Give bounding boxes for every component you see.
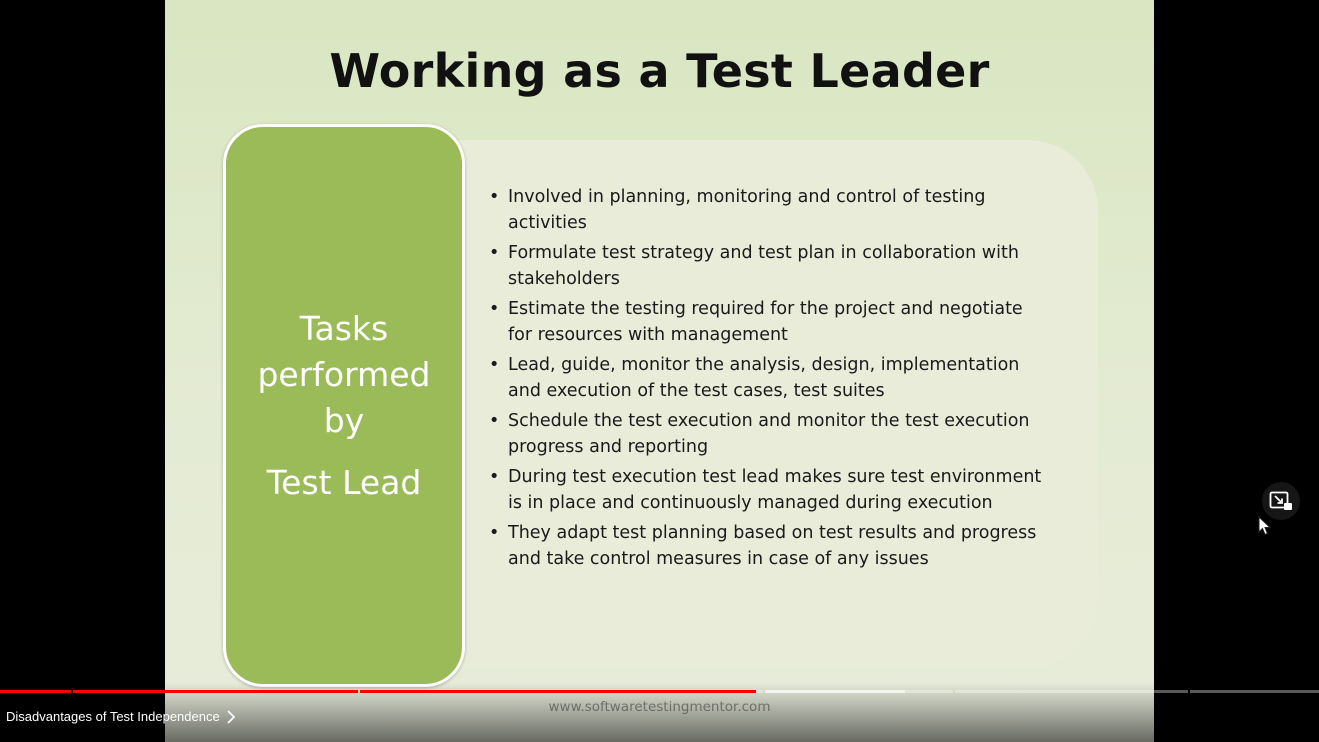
chapter-segment[interactable] (955, 690, 1188, 693)
chapter-segment[interactable] (0, 690, 71, 693)
chapter-segment[interactable] (765, 690, 953, 693)
chapter-title: Disadvantages of Test Independence (6, 709, 220, 724)
bullet-item: Lead, guide, monitor the analysis, desig… (489, 353, 1049, 404)
miniplayer-button[interactable] (1262, 482, 1300, 520)
chevron-right-icon (227, 709, 235, 724)
chapter-title-button[interactable]: Disadvantages of Test Independence (6, 709, 236, 724)
progress-bar[interactable] (0, 690, 1319, 693)
side-box-line-2: performed (257, 354, 431, 394)
video-frame-slide: Working as a Test Leader Tasks performed… (165, 0, 1154, 742)
bullet-item: During test execution test lead makes su… (489, 465, 1049, 516)
bullet-item: Formulate test strategy and test plan in… (489, 241, 1049, 292)
bullet-item: Involved in planning, monitoring and con… (489, 185, 1049, 236)
bullet-item: Schedule the test execution and monitor … (489, 409, 1049, 460)
side-box-line-1: Tasks (299, 308, 389, 348)
side-box-line-3: by (323, 400, 365, 440)
slide-title: Working as a Test Leader (329, 44, 990, 98)
side-box-line-4: Test Lead (266, 462, 422, 502)
slide-watermark: www.softwaretestingmentor.com (548, 699, 771, 715)
mouse-cursor-icon (1258, 516, 1272, 536)
tasks-side-box: Tasks performed by Test Lead (223, 124, 465, 687)
task-bullet-list: Involved in planning, monitoring and con… (489, 185, 1049, 577)
chapter-segment[interactable] (1190, 690, 1319, 693)
miniplayer-icon (1269, 491, 1292, 510)
bullet-item: They adapt test planning based on test r… (489, 521, 1049, 572)
bullet-item: Estimate the testing required for the pr… (489, 297, 1049, 348)
chapter-segment[interactable] (360, 690, 763, 693)
chapter-segment[interactable] (73, 690, 358, 693)
played-progress (360, 690, 756, 693)
